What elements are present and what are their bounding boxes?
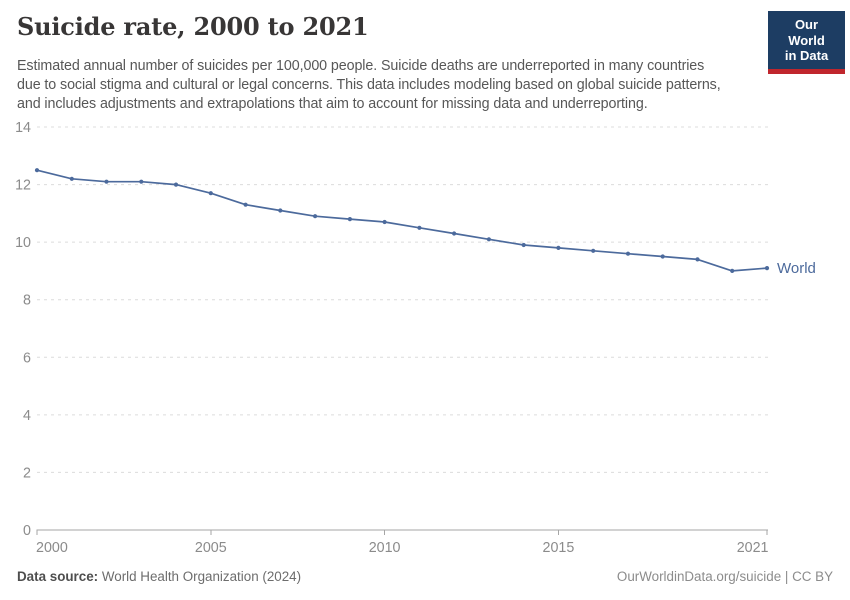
data-point-2005[interactable] (208, 191, 213, 196)
data-point-2021[interactable] (764, 266, 770, 271)
data-point-2003[interactable] (139, 179, 144, 184)
y-axis-tick-label: 8 (23, 293, 31, 309)
owid-logo-line-1: Our World (788, 17, 825, 48)
y-axis-tick-label: 14 (15, 120, 31, 136)
y-axis-tick-label: 12 (15, 178, 31, 194)
y-axis-tick-label: 6 (23, 350, 31, 366)
world-series-line (36, 169, 768, 272)
data-point-2020[interactable] (730, 268, 735, 273)
x-axis-tick-label: 2015 (543, 540, 575, 556)
x-axis-tick-label: 2010 (369, 540, 401, 556)
page-title: Suicide rate, 2000 to 2021 (17, 12, 369, 41)
data-source-label: Data source: (17, 569, 99, 584)
data-source-note: Data source: World Health Organization (… (17, 569, 301, 584)
y-axis-tick-label: 4 (23, 408, 31, 424)
data-point-2001[interactable] (69, 176, 74, 181)
data-point-2000[interactable] (34, 168, 40, 173)
y-axis-tick-label: 10 (15, 235, 31, 251)
data-point-2013[interactable] (486, 237, 491, 242)
data-point-2008[interactable] (313, 214, 318, 219)
owid-logo-line-2: in Data (784, 48, 829, 63)
owid-logo[interactable]: Our World in Data (768, 11, 845, 74)
x-axis-tick-label: 2005 (195, 540, 227, 556)
subtitle-line-2: due to social stigma and cultural or leg… (17, 77, 721, 93)
data-point-2007[interactable] (278, 208, 283, 213)
data-point-2015[interactable] (556, 245, 561, 250)
data-point-2011[interactable] (417, 225, 422, 230)
data-point-2014[interactable] (521, 242, 526, 248)
data-point-2017[interactable] (625, 251, 631, 256)
data-point-2010[interactable] (382, 219, 387, 225)
credit-link[interactable]: OurWorldinData.org/suicide | CC BY (616, 569, 833, 584)
x-axis-tick-label: 2021 (737, 540, 769, 556)
subtitle-line-1: Estimated annual number of suicides per … (17, 58, 705, 74)
y-axis-tick-label: 2 (23, 465, 31, 481)
data-point-2002[interactable] (104, 179, 109, 184)
series-end-label: World (777, 260, 816, 277)
data-source-value: World Health Organization (2024) (98, 569, 302, 584)
data-point-2018[interactable] (660, 254, 665, 259)
y-axis-tick-label: 0 (23, 523, 31, 539)
data-point-2006[interactable] (243, 202, 248, 207)
data-point-2004[interactable] (173, 182, 179, 187)
data-point-2009[interactable] (347, 217, 352, 222)
data-point-2016[interactable] (591, 248, 596, 253)
data-point-2012[interactable] (452, 231, 457, 236)
chart-subtitle: Estimated annual number of suicides per … (17, 57, 721, 114)
subtitle-line-3: and includes adjustments and extrapolati… (17, 96, 648, 112)
x-axis-tick-label: 2000 (36, 540, 68, 556)
data-point-2019[interactable] (695, 257, 700, 262)
